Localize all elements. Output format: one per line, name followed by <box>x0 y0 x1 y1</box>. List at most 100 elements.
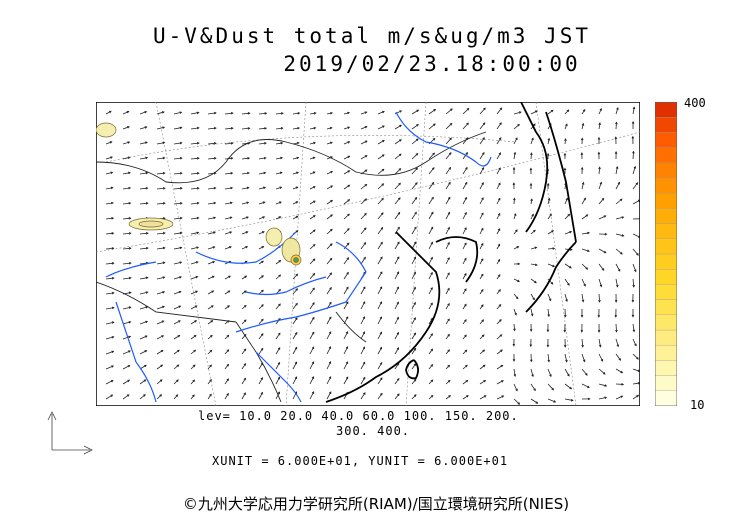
wind-vector <box>615 368 623 374</box>
wind-vector-head <box>294 331 298 335</box>
wind-vector-head <box>513 328 516 332</box>
wind-vector <box>275 201 282 205</box>
wind-vector-head <box>632 329 636 333</box>
wind-vector-head <box>497 274 501 277</box>
wind-vector-head <box>546 152 550 156</box>
wind-vector-head <box>567 283 570 286</box>
wind-vector-head <box>144 126 148 129</box>
wind-vector-head <box>364 126 368 129</box>
wind-vector-head <box>587 249 590 253</box>
wind-vector-head <box>569 230 573 234</box>
wind-vector <box>564 109 570 115</box>
wind-vector <box>615 395 623 400</box>
wind-vector-head <box>193 334 197 338</box>
wind-vector <box>241 305 247 310</box>
colorbar-band <box>655 299 677 315</box>
wind-vector-head <box>162 126 166 129</box>
wind-vector-head <box>399 139 402 142</box>
wind-vector <box>513 383 518 391</box>
wind-vector-head <box>230 186 234 190</box>
wind-vector <box>139 202 148 205</box>
wind-vector <box>343 141 350 145</box>
wind-vector-head <box>329 243 333 246</box>
wind-vector-head <box>413 241 417 245</box>
wind-vector-head <box>430 226 434 230</box>
wind-vector <box>547 308 550 317</box>
wind-vector-head <box>481 212 484 216</box>
wind-vector-head <box>162 276 166 279</box>
wind-vector <box>513 398 520 405</box>
wind-vector <box>360 316 365 325</box>
wind-vector-head <box>227 290 231 293</box>
wind-vector-head <box>464 272 467 276</box>
wind-vector-head <box>599 107 602 111</box>
wind-vector <box>598 122 601 130</box>
wind-vector <box>496 349 503 355</box>
wind-vector <box>513 229 518 235</box>
wind-vector <box>513 213 517 220</box>
wind-vector-head <box>563 329 567 333</box>
wind-vector <box>139 232 148 235</box>
wind-vector-head <box>513 374 517 377</box>
wind-vector-head <box>362 331 366 334</box>
wind-vector <box>462 395 469 400</box>
wind-vector-head <box>311 346 315 350</box>
wind-vector <box>581 383 590 388</box>
wind-vector-head <box>464 196 467 200</box>
wind-vector-head <box>196 141 200 145</box>
wind-vector-head <box>364 155 368 158</box>
wind-vector <box>394 153 402 160</box>
wind-vector <box>462 242 467 250</box>
wind-vector-head <box>481 182 484 185</box>
wind-vector-head <box>313 200 316 204</box>
wind-vector <box>462 212 467 220</box>
wind-vector <box>122 156 130 160</box>
wind-vector <box>326 391 332 400</box>
wind-vector-head <box>480 288 484 292</box>
wind-vector-head <box>529 359 533 363</box>
wind-vector-head <box>247 127 251 130</box>
wind-vector <box>105 351 114 355</box>
wind-vector-head <box>179 216 183 220</box>
wind-vector <box>496 213 501 220</box>
wind-vector <box>207 335 213 340</box>
wind-vector-head <box>585 267 589 270</box>
wind-vector <box>258 231 265 235</box>
wind-vector-head <box>161 320 165 323</box>
wind-vector-head <box>620 370 624 374</box>
wind-vector-head <box>396 256 400 260</box>
wind-vector-head <box>209 379 212 382</box>
wind-vector <box>445 167 451 175</box>
wind-vector-head <box>480 258 484 261</box>
wind-vector-head <box>213 201 217 205</box>
wind-vector-head <box>416 109 420 113</box>
wind-vector-head <box>346 257 350 260</box>
wind-vector-head <box>431 196 434 200</box>
wind-vector-head <box>430 379 434 383</box>
wind-vector <box>479 197 484 205</box>
wind-vector-head <box>531 374 534 378</box>
wind-vector <box>139 350 147 355</box>
wind-vector-head <box>145 232 149 235</box>
wind-vector <box>139 321 148 325</box>
wind-vector <box>547 383 554 391</box>
wind-vector-head <box>464 303 467 307</box>
wind-vector-head <box>534 110 538 113</box>
wind-vector-head <box>481 334 485 337</box>
colorbar-band <box>655 223 677 239</box>
wind-vector-head <box>530 313 534 317</box>
wind-vector <box>122 232 131 235</box>
wind-vector <box>224 142 233 145</box>
wind-vector-head <box>501 395 505 398</box>
wind-vector-head <box>261 231 265 234</box>
wind-vector <box>377 271 383 280</box>
wind-vector <box>156 202 165 205</box>
wind-vector <box>632 338 637 346</box>
wind-vector <box>326 171 333 175</box>
wind-vector <box>343 199 350 205</box>
wind-vector <box>530 246 537 250</box>
wind-vector <box>479 122 486 130</box>
wind-vector-head <box>498 137 502 140</box>
wind-vector-head <box>128 201 132 205</box>
wind-vector-head <box>279 186 283 189</box>
